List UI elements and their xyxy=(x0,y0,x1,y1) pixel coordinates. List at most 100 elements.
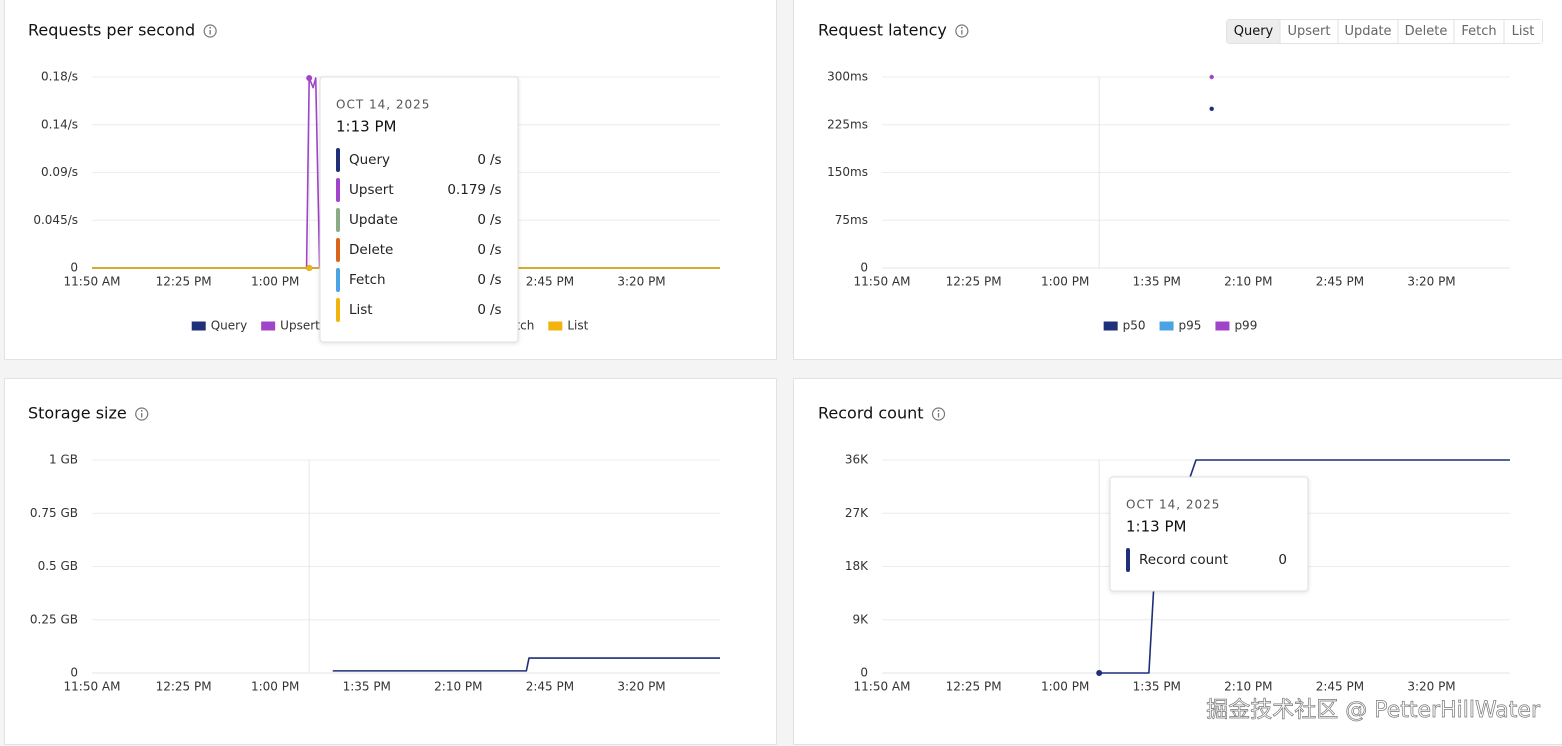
panel xyxy=(793,0,1562,360)
tooltip-time: 1:13 PM xyxy=(336,118,396,136)
x-tick-label: 1:35 PM xyxy=(1133,275,1181,289)
tooltip-swatch xyxy=(336,148,340,172)
x-tick-label: 2:10 PM xyxy=(434,680,482,694)
tab[interactable] xyxy=(1227,20,1280,43)
hover-dot xyxy=(306,75,313,82)
info-icon[interactable] xyxy=(955,24,969,38)
y-tick-label: 0 xyxy=(70,666,78,680)
tooltip-value: 0.179 xyxy=(447,182,486,198)
x-tick-label: 11:50 AM xyxy=(64,275,121,289)
tooltip-unit: /s xyxy=(490,242,502,258)
y-tick-label: 27K xyxy=(845,506,869,520)
tooltip-time: 1:13 PM xyxy=(1126,518,1186,536)
legend-label: p50 xyxy=(1123,319,1146,333)
y-tick-label: 0 xyxy=(70,261,78,275)
tab-label[interactable]: Update xyxy=(1344,24,1391,39)
info-icon[interactable] xyxy=(931,407,946,421)
x-tick-label: 1:00 PM xyxy=(1041,275,1089,289)
tooltip xyxy=(1109,476,1309,592)
watermark: 掘金技术社区 @ PetterHillWater xyxy=(1206,698,1541,723)
x-tick-label: 2:10 PM xyxy=(1224,275,1272,289)
tooltip-date: OCT 14, 2025 xyxy=(1126,498,1220,512)
y-tick-label: 0 xyxy=(860,261,868,275)
tooltip-name: Update xyxy=(349,212,398,228)
tooltip-date: OCT 14, 2025 xyxy=(336,98,430,112)
tooltip-unit: /s xyxy=(490,212,502,228)
tooltip-swatch xyxy=(1126,548,1130,572)
tooltip-unit: /s xyxy=(490,302,502,318)
tooltip-value: 0 xyxy=(477,212,486,228)
y-tick-label: 0 xyxy=(860,666,868,680)
legend-swatch xyxy=(261,321,276,331)
series-line xyxy=(332,657,720,672)
y-tick-label: 0.14/s xyxy=(41,117,78,131)
tooltip-swatch xyxy=(336,238,340,262)
tooltip-value: 0 xyxy=(477,272,486,288)
tooltip-unit: /s xyxy=(490,152,502,168)
info-icon[interactable] xyxy=(203,24,217,38)
tooltip-unit: /s xyxy=(490,272,502,288)
legend-label: p95 xyxy=(1179,319,1202,333)
tab[interactable] xyxy=(1504,20,1542,43)
info-icon-dot xyxy=(140,409,143,412)
x-tick-label: 11:50 AM xyxy=(854,275,911,289)
info-icon-dot xyxy=(960,26,963,29)
hover-dot xyxy=(306,265,313,271)
legend-label: Query xyxy=(211,319,247,333)
chart-title: Record count xyxy=(818,404,924,423)
y-tick-label: 0.25 GB xyxy=(30,612,78,626)
tab[interactable] xyxy=(1398,20,1454,43)
tab[interactable] xyxy=(1280,20,1338,43)
tooltip-name: Query xyxy=(349,152,390,168)
x-tick-label: 3:20 PM xyxy=(617,275,665,289)
y-tick-label: 300ms xyxy=(827,70,868,84)
x-tick-label: 2:10 PM xyxy=(1224,680,1272,694)
tooltip-name: Delete xyxy=(349,242,393,258)
legend-label: Upsert xyxy=(280,319,320,333)
y-tick-label: 1 GB xyxy=(49,453,78,467)
y-tick-label: 36K xyxy=(845,453,869,467)
panel xyxy=(793,378,1562,745)
y-tick-label: 0.75 GB xyxy=(30,506,78,520)
x-tick-label: 12:25 PM xyxy=(156,275,212,289)
panel xyxy=(4,378,777,745)
tab-label[interactable]: Query xyxy=(1234,24,1274,39)
legend-label: List xyxy=(567,319,588,333)
tab[interactable] xyxy=(1338,20,1398,43)
tab-label[interactable]: Upsert xyxy=(1288,24,1331,39)
point xyxy=(1209,74,1214,80)
tab[interactable] xyxy=(1454,20,1504,43)
legend-swatch xyxy=(1215,321,1230,331)
x-tick-label: 11:50 AM xyxy=(64,680,121,694)
x-tick-label: 2:45 PM xyxy=(526,275,574,289)
tab-label[interactable]: List xyxy=(1512,24,1535,39)
legend-swatch xyxy=(548,321,563,331)
tooltip-swatch xyxy=(336,268,340,292)
tooltip-value: 0 xyxy=(477,152,486,168)
tab-label[interactable]: Fetch xyxy=(1461,24,1496,39)
x-tick-label: 12:25 PM xyxy=(156,680,212,694)
legend-swatch xyxy=(1103,321,1118,331)
info-icon-dot xyxy=(209,26,212,29)
info-icon-dot xyxy=(937,409,940,412)
tooltip-name: Upsert xyxy=(349,182,394,198)
hover-dot xyxy=(1096,670,1103,676)
x-tick-label: 3:20 PM xyxy=(617,680,665,694)
y-tick-label: 0.18/s xyxy=(41,70,78,84)
y-tick-label: 150ms xyxy=(827,165,868,179)
legend-swatch xyxy=(191,321,206,331)
info-icon[interactable] xyxy=(135,407,149,421)
x-tick-label: 2:45 PM xyxy=(1316,680,1364,694)
tab-label[interactable]: Delete xyxy=(1405,24,1448,39)
y-tick-label: 225ms xyxy=(827,117,868,131)
tooltip-swatch xyxy=(336,298,340,322)
y-tick-label: 0.09/s xyxy=(41,165,78,179)
x-tick-label: 1:00 PM xyxy=(251,680,299,694)
tooltip-unit: /s xyxy=(490,182,502,198)
legend-label: p99 xyxy=(1234,319,1257,333)
x-tick-label: 11:50 AM xyxy=(854,680,911,694)
y-tick-label: 0.5 GB xyxy=(38,559,78,573)
x-tick-label: 12:25 PM xyxy=(946,680,1002,694)
tooltip xyxy=(319,76,519,343)
